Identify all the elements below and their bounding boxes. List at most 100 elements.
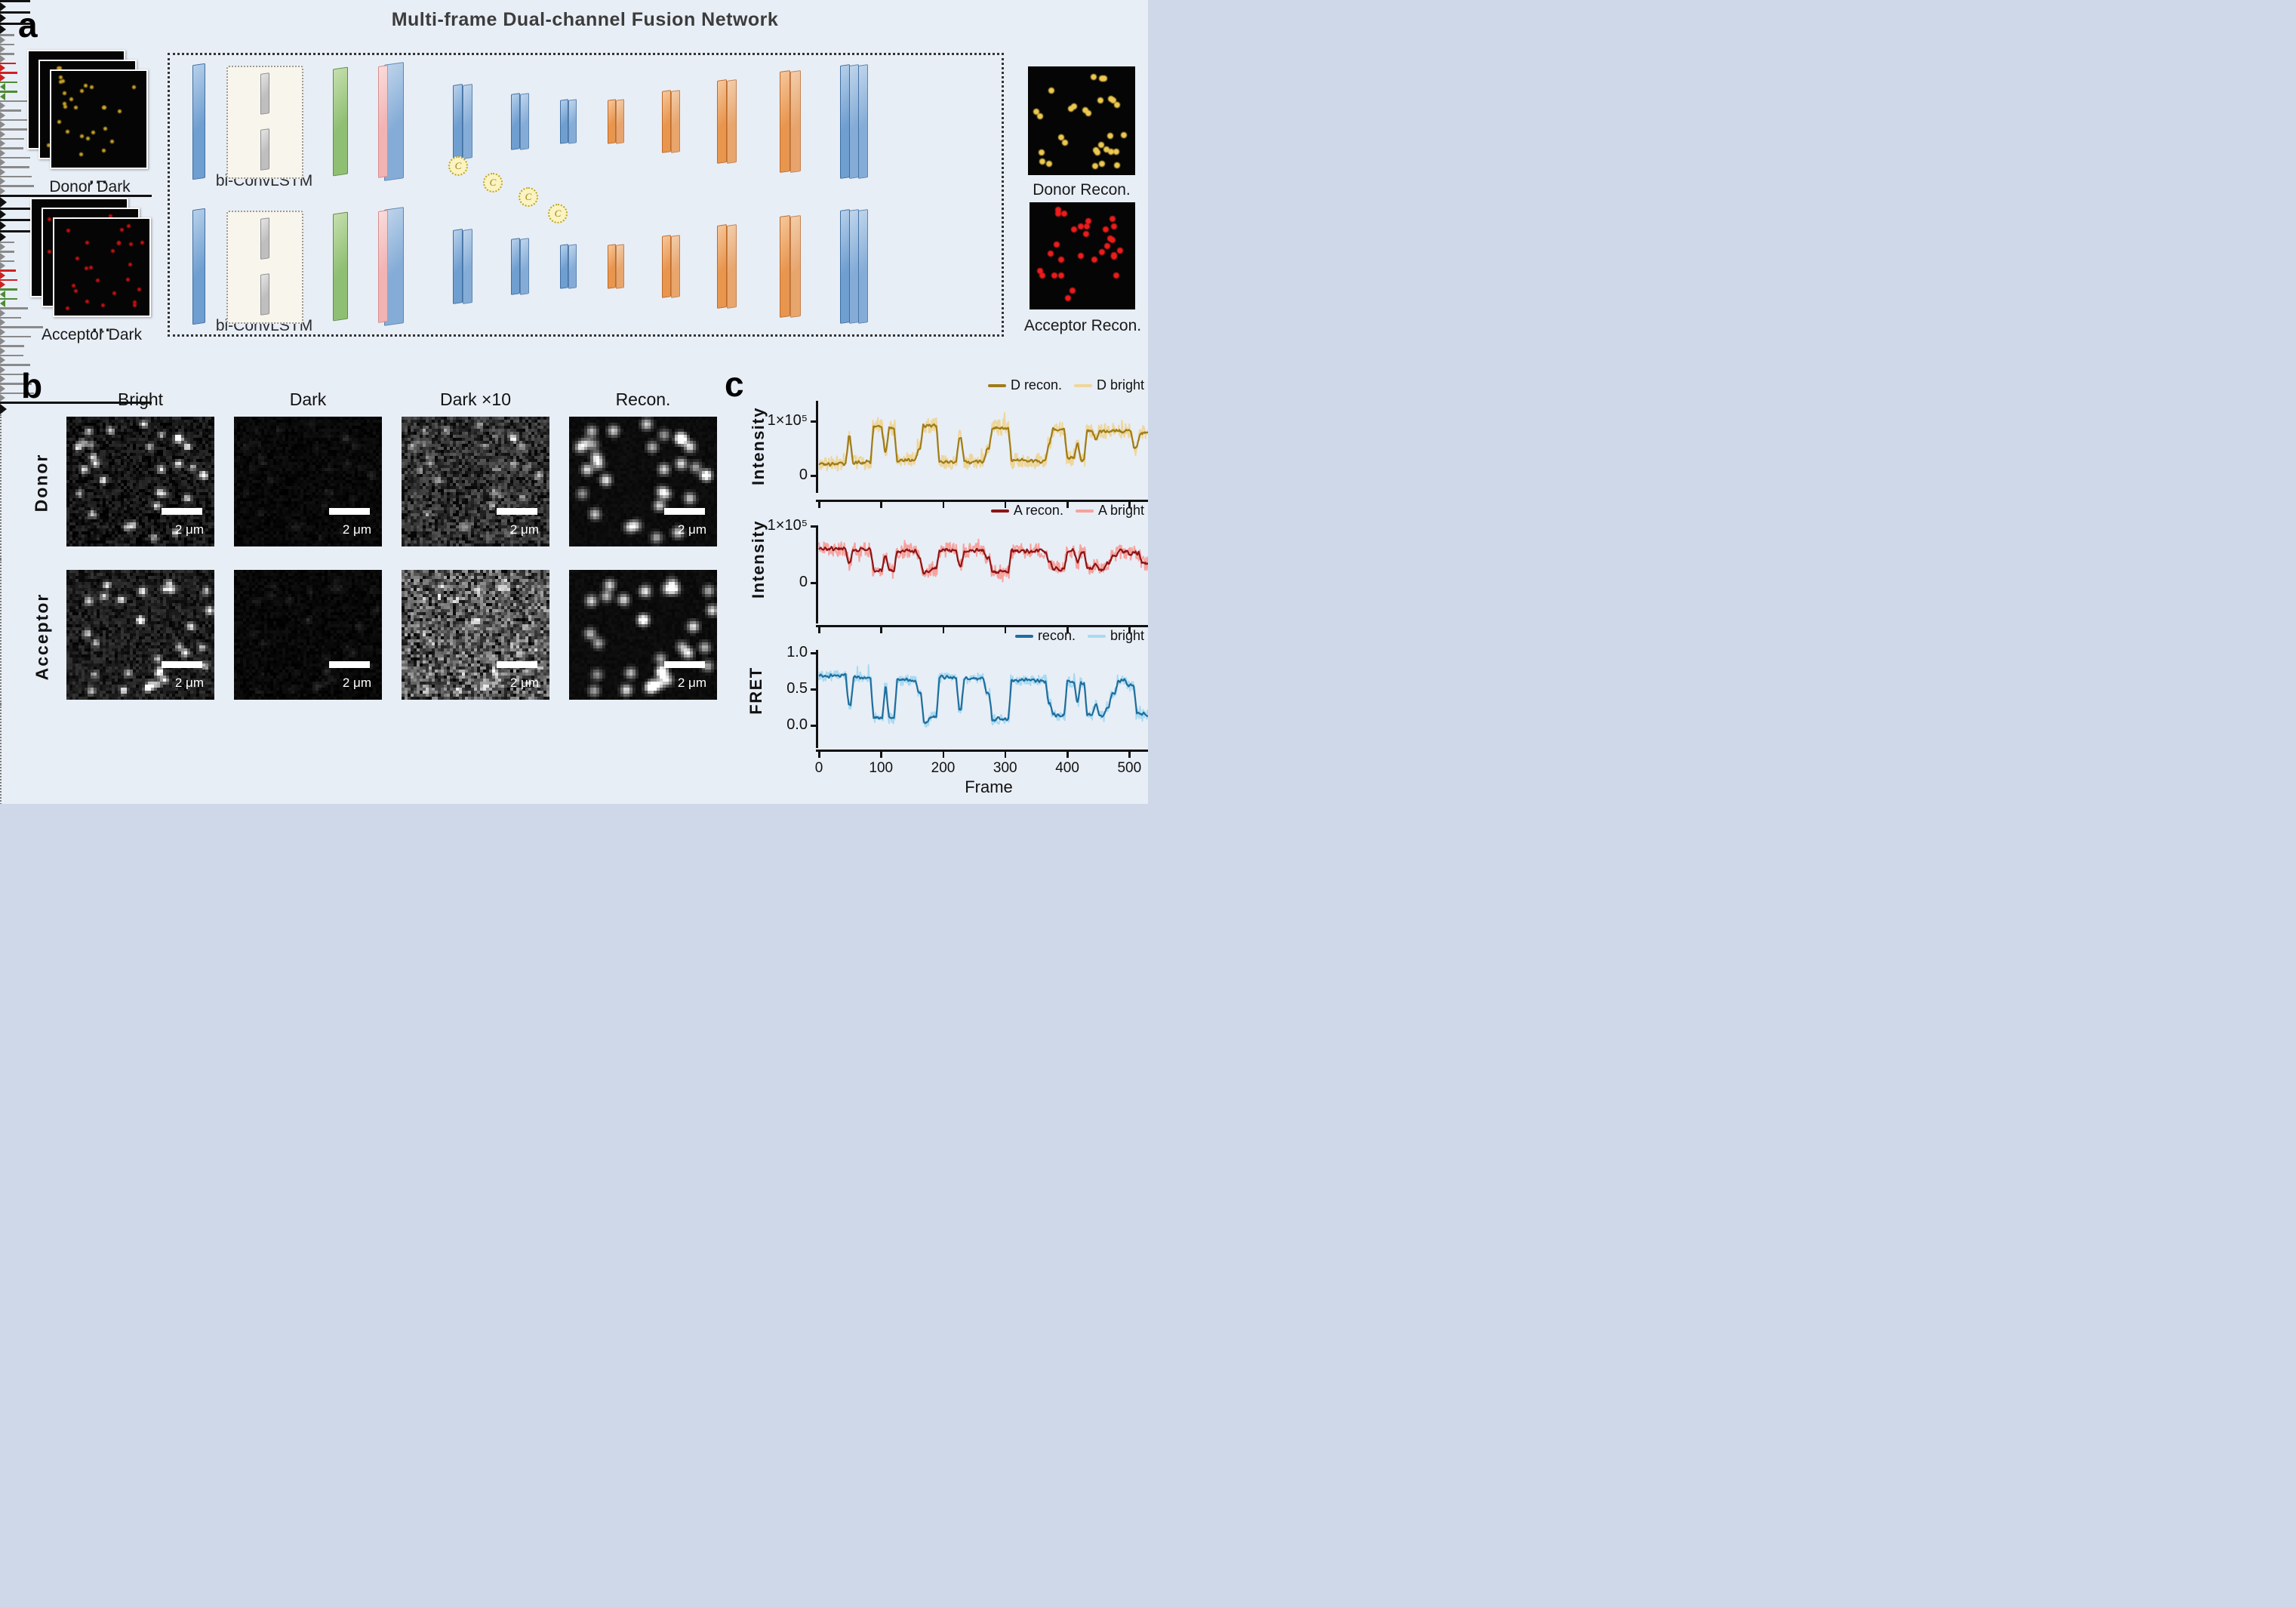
flow-arrow-head [0,102,5,109]
fluorophore-dot [1055,207,1062,214]
fluorophore-dot [127,223,131,228]
fluorophore-dot [1084,223,1091,229]
fluorophore-dot [1048,88,1055,94]
flow-arrow-line [0,109,21,112]
conv-plate [260,217,269,260]
column-header-recon: Recon. [615,389,671,409]
conv-plate [453,229,463,304]
fluorophore-dot [1064,294,1071,301]
fluorophore-dot [1114,162,1121,168]
y-tick-label: 0 [799,574,808,590]
conv-plate [790,215,801,318]
fluorophore-dot [128,263,132,267]
fluorophore-dot [1085,110,1091,117]
flow-arrow-head [0,168,5,176]
fluorophore-dot [74,289,78,294]
fluorophore-dot [1057,272,1064,279]
conv-plate [671,235,680,298]
fluorophore-dot [1054,210,1061,217]
fluorophore-dot [1107,235,1114,242]
flow-arrow-head [0,149,5,157]
x-tick-mark [818,502,820,508]
conv-plate [662,235,671,298]
column-header-dark: Dark [289,389,327,409]
fluorophore-dot [102,106,106,110]
fluorophore-dot [1099,248,1106,255]
fluorophore-dot [96,278,100,282]
legend-item: D recon. [987,377,1062,393]
column-header-bright: Bright [117,389,164,409]
acceptor-recon-image [1030,202,1135,309]
conv-plate [839,209,850,324]
flow-arrow-head [0,54,5,63]
fluorophore-dot [125,277,130,282]
flow-arrow-line [0,0,30,2]
flow-arrow-line [0,373,29,375]
fluorophore-dot [46,143,51,148]
conv-plate [377,65,388,178]
conv-plate [780,215,790,318]
conv-plate [727,224,737,309]
flow-arrow-head [0,319,5,326]
conv-plate [662,90,671,153]
fluorophore-dot [137,288,141,292]
microscopy-image: 2 μm [402,417,549,546]
legend-item: A recon. [990,503,1063,519]
x-tick-mark [1128,752,1131,758]
microscopy-canvas [569,417,717,546]
fluorophore-dot [1103,146,1110,152]
y-tick-mark [811,475,817,477]
fluorophore-dot [1039,272,1045,279]
flow-arrow-line [0,260,14,262]
scale-bar-label: 2 μm [509,676,539,690]
conv-plate [192,208,205,325]
fluorophore-dot [1091,74,1097,81]
fluorophore-dot [63,101,67,106]
flow-arrow-line [0,156,30,159]
flow-arrow-line [0,335,31,337]
fluorophore-dot [1107,96,1114,103]
flow-arrow-line [0,392,34,394]
conv-plate [857,64,868,179]
fluorophore-dot [1111,223,1118,229]
y-spine [816,401,818,493]
fluorophore-dot [85,241,90,245]
fluorophore-dot [58,75,63,80]
flow-arrow-line [0,297,17,300]
flow-arrow-head [0,83,5,91]
flow-arrow-line [0,345,24,347]
flow-arrow-line [0,218,30,221]
chart-svg-2 [818,663,1148,728]
donor-stack-ellipsis: ... [89,168,109,188]
fluorophore-dot [1083,231,1090,238]
flow-arrow-head [0,356,5,364]
fluorophore-dot [73,106,78,110]
flow-arrow-line [0,119,43,121]
fluorophore-dot [1116,248,1123,254]
conv-plate [333,66,348,177]
fluorophore-dot [1099,161,1106,168]
trace-bright [818,663,1148,728]
x-tick-mark [942,502,945,508]
fluorophore-dot [1070,226,1077,232]
flow-arrow-head [0,92,5,100]
fluorophore-dot [112,291,116,296]
fluorophore-dot [1046,160,1053,167]
legend-label: D bright [1096,377,1144,393]
scale-bar-label: 2 μm [342,522,371,537]
flow-arrow-line [0,175,32,177]
fluorophore-dot [1107,133,1114,140]
fluorophore-dot [79,89,84,94]
y-tick-mark [811,420,817,423]
flow-arrow-head [0,309,5,317]
y-tick-label: 0.0 [786,716,808,733]
flow-arrow-head [0,140,5,147]
x-tick-mark [1004,752,1007,758]
conv-plate [260,128,269,171]
concat-node: C [483,173,503,192]
microscopy-canvas [234,570,382,700]
flow-arrow-line [0,326,43,328]
fluorophore-dot [1053,242,1060,248]
row-header-donor: Donor [31,453,51,513]
flow-arrow-line [0,207,30,210]
